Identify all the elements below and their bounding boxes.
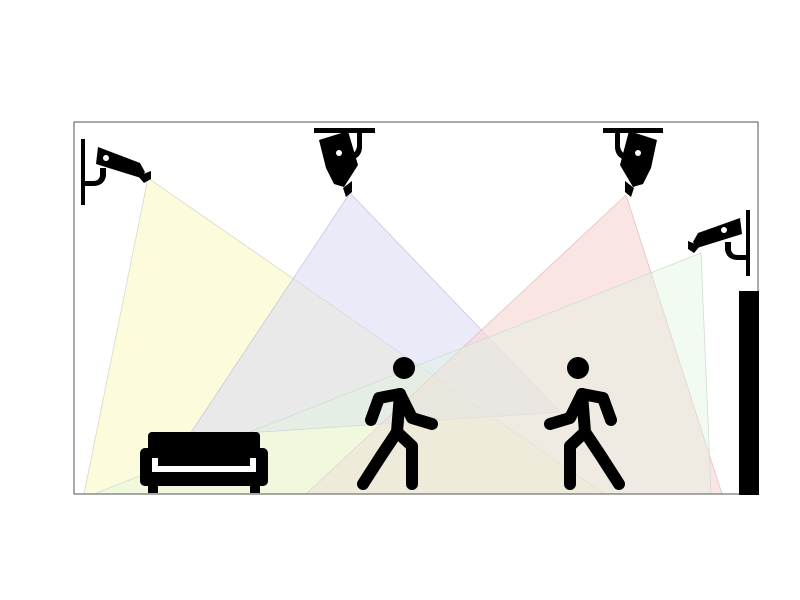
sofa-icon bbox=[140, 432, 268, 493]
cctv-camera-wall-left-icon bbox=[81, 139, 151, 205]
cctv-camera-ceiling-right-icon bbox=[603, 128, 663, 197]
cctv-camera-ceiling-left-icon bbox=[314, 128, 375, 197]
person-walking-right-icon bbox=[357, 357, 438, 490]
cctv-camera-wall-right-icon bbox=[688, 210, 750, 276]
door-edge-icon bbox=[739, 291, 759, 495]
person-walking-left-icon bbox=[544, 357, 625, 490]
